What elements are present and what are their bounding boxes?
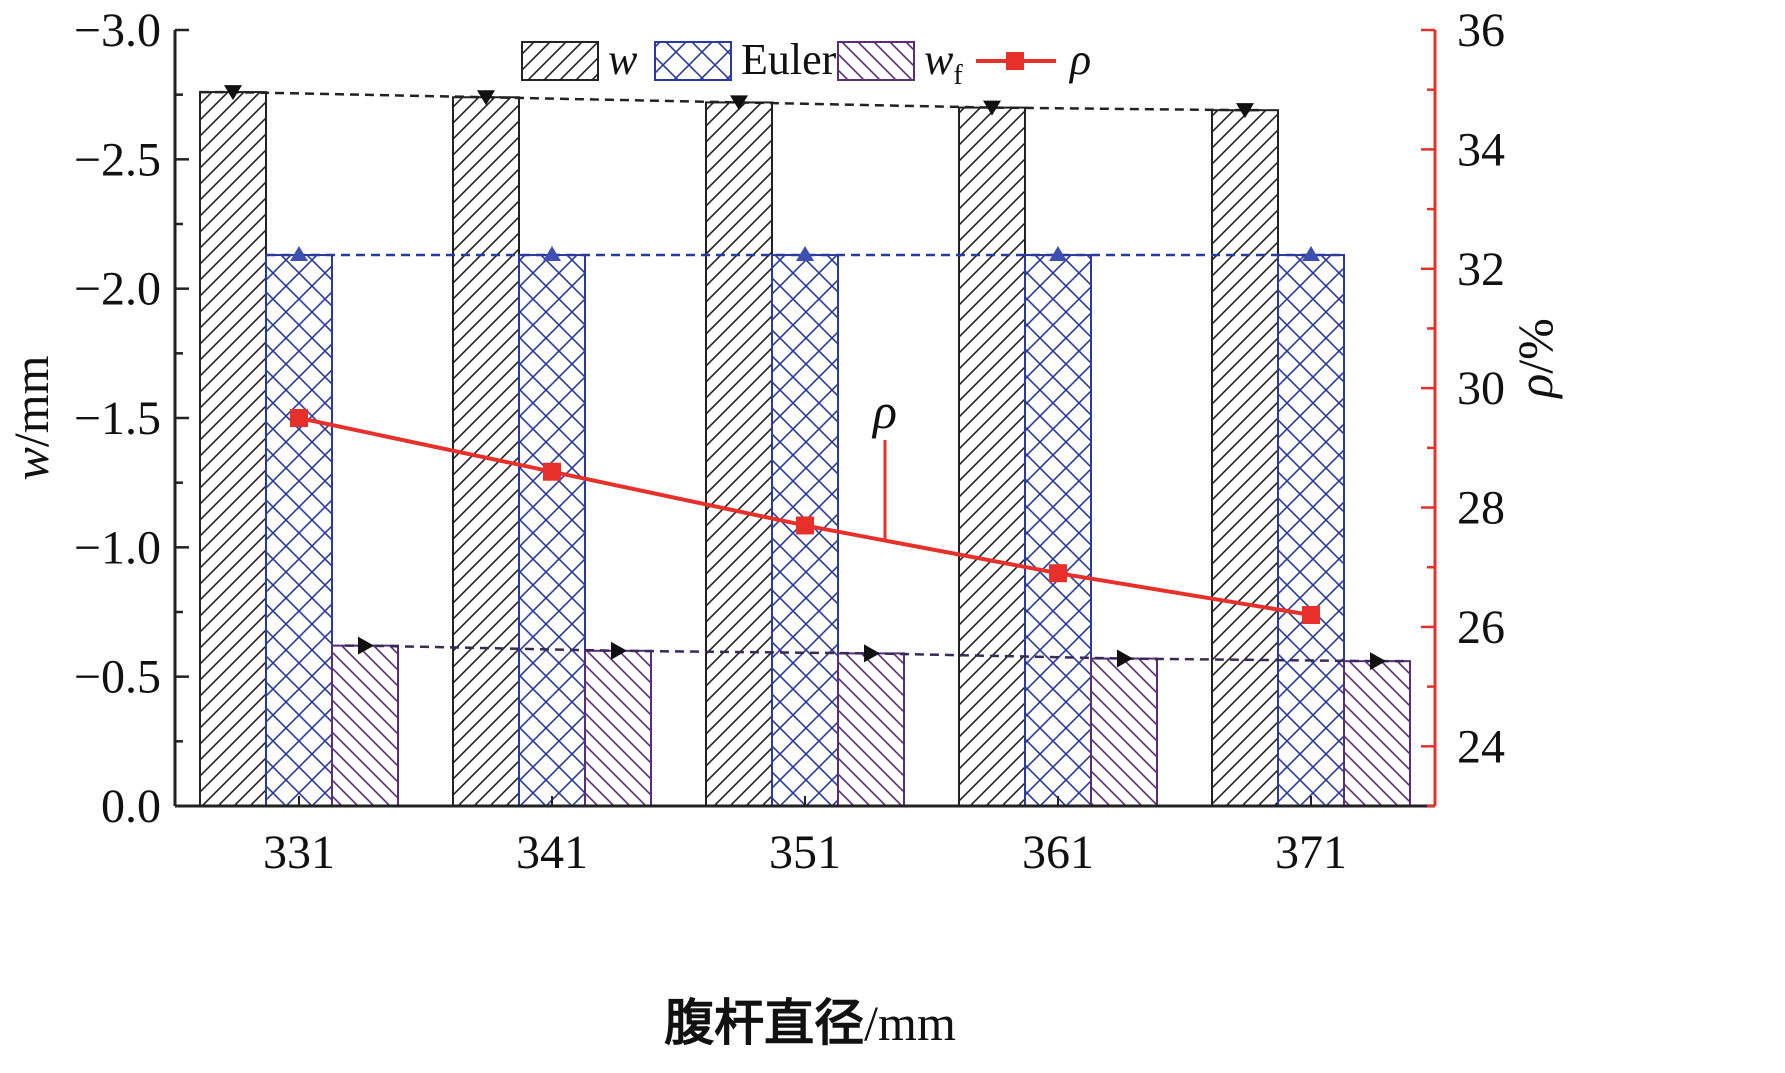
left-tick-label: −1.5 bbox=[74, 392, 161, 445]
bar-euler-331 bbox=[265, 254, 333, 808]
trend-marker-euler-341 bbox=[543, 246, 561, 262]
trend-marker-wf-331 bbox=[358, 636, 374, 655]
bottom-tick-label: 341 bbox=[516, 826, 588, 879]
trend-marker-w-331 bbox=[224, 85, 242, 101]
trend-marker-euler-361 bbox=[1049, 246, 1067, 262]
bars-layer bbox=[199, 91, 1411, 808]
trend-marker-w-361 bbox=[983, 100, 1001, 116]
trend-marker-wf-351 bbox=[864, 644, 880, 663]
rho-annotation: ρ bbox=[871, 383, 897, 439]
trend-marker-wf-371 bbox=[1370, 652, 1386, 671]
right-tick-label: 26 bbox=[1457, 601, 1505, 654]
left-tick-label: −2.5 bbox=[74, 133, 161, 186]
trend-marker-w-371 bbox=[1236, 103, 1254, 119]
axis-titles: ρ 腹杆直径/mm w/mm ρ/% bbox=[3, 318, 1563, 1052]
bar-wf-331 bbox=[331, 644, 399, 807]
legend: w Euler wf ρ bbox=[521, 35, 1091, 91]
rho-point-341 bbox=[543, 462, 561, 481]
trend-marker-w-351 bbox=[730, 95, 748, 111]
bar-w-371 bbox=[1211, 109, 1279, 808]
left-tick-label: −1.0 bbox=[74, 521, 161, 574]
left-tick-label: 0.0 bbox=[101, 780, 161, 833]
y-axis-title: w/mm bbox=[3, 355, 59, 480]
bottom-tick-label: 371 bbox=[1275, 826, 1347, 879]
bottom-tick-label: 361 bbox=[1022, 826, 1094, 879]
bar-w-351 bbox=[705, 101, 773, 807]
y2-axis-title: ρ/% bbox=[1507, 318, 1563, 400]
legend-label-wf: wf bbox=[924, 35, 963, 91]
trend-marker-euler-351 bbox=[796, 246, 814, 262]
right-tick-label: 36 bbox=[1457, 4, 1505, 57]
trend-lines-layer bbox=[200, 85, 1410, 671]
bar-euler-371 bbox=[1277, 254, 1345, 808]
legend-swatch-wf bbox=[837, 41, 915, 81]
legend-label-euler: Euler bbox=[741, 35, 837, 84]
legend-swatch-euler bbox=[654, 41, 732, 81]
axes-layer: 0.0 −0.5 −1.0 −1.5 −2.0 −2.5 −3.0 24 26 28 30 32 34 3… bbox=[74, 4, 1505, 879]
rho-point-371 bbox=[1302, 605, 1320, 624]
bar-wf-351 bbox=[837, 652, 905, 807]
bar-euler-341 bbox=[518, 254, 586, 808]
bottom-tick-label: 331 bbox=[263, 826, 335, 879]
bottom-tick-label: 351 bbox=[769, 826, 841, 879]
trend-marker-wf-341 bbox=[611, 641, 627, 660]
bar-euler-361 bbox=[1024, 254, 1092, 808]
x-axis-title: 腹杆直径/mm bbox=[664, 994, 956, 1052]
left-tick-label: −0.5 bbox=[74, 651, 161, 704]
trend-marker-w-341 bbox=[477, 90, 495, 106]
bar-w-331 bbox=[199, 91, 267, 807]
rho-point-361 bbox=[1049, 564, 1067, 583]
rho-point-351 bbox=[796, 516, 814, 535]
bar-wf-371 bbox=[1343, 660, 1411, 807]
left-tick-label: −2.0 bbox=[74, 263, 161, 316]
rho-line-layer bbox=[290, 409, 1320, 624]
right-tick-label: 30 bbox=[1457, 362, 1505, 415]
right-tick-label: 28 bbox=[1457, 482, 1505, 535]
legend-marker-rho bbox=[1006, 52, 1024, 70]
trend-marker-euler-371 bbox=[1302, 246, 1320, 262]
right-tick-label: 34 bbox=[1457, 123, 1505, 176]
bar-wf-341 bbox=[584, 649, 652, 807]
trend-marker-euler-331 bbox=[290, 246, 308, 262]
rho-point-331 bbox=[290, 409, 308, 427]
left-tick-label: −3.0 bbox=[74, 4, 161, 57]
bar-wf-361 bbox=[1090, 657, 1158, 807]
legend-label-rho: ρ bbox=[1068, 35, 1091, 84]
right-tick-label: 24 bbox=[1457, 720, 1505, 773]
bar-w-361 bbox=[958, 106, 1026, 808]
legend-label-w: w bbox=[608, 35, 638, 84]
trend-marker-wf-361 bbox=[1117, 649, 1133, 668]
right-tick-label: 32 bbox=[1457, 243, 1505, 296]
legend-swatch-w bbox=[521, 41, 599, 81]
